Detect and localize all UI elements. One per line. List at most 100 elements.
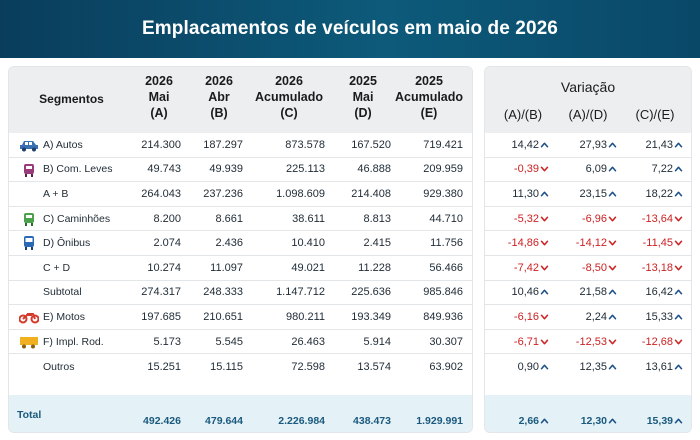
variation-cell: 13,61 — [621, 361, 683, 373]
variation-cell: -6,96 — [555, 213, 617, 225]
arrow-down-icon — [539, 262, 549, 274]
arrow-up-icon — [607, 286, 617, 298]
bus-icon — [19, 236, 39, 251]
arrow-up-icon — [607, 311, 617, 323]
variation-value: -11,45 — [642, 237, 673, 250]
total-variation-value: 2,66 — [518, 414, 539, 427]
variation-row: 14,42 27,93 21,43 — [485, 133, 691, 158]
variation-cell: -6,71 — [487, 336, 549, 348]
table-cell: 849.936 — [423, 310, 463, 323]
total-cell: 2.226.984 — [278, 414, 325, 427]
table-row: D) Ônibus 2.074 2.436 10.410 2.415 11.756 — [9, 231, 472, 256]
variation-cell: 2,24 — [555, 311, 617, 323]
column-header-line: 2025 — [415, 74, 443, 88]
column-header-line: (A) — [150, 106, 168, 120]
row-label: D) Ônibus — [43, 237, 91, 250]
variation-value: 0,90 — [517, 360, 539, 373]
arrow-down-icon — [539, 213, 549, 225]
arrow-up-icon — [539, 286, 549, 298]
arrow-up-icon — [607, 415, 617, 427]
variation-row: -7,42 -8,50 -13,18 — [485, 256, 691, 281]
variation-column-header: (C)/(E) — [635, 107, 675, 122]
total-variation-value: 15,39 — [646, 414, 673, 427]
variation-cell: 23,15 — [555, 188, 617, 200]
table-cell: 44.710 — [429, 212, 463, 225]
variation-cell: -13,64 — [621, 213, 683, 225]
total-cell: 492.426 — [143, 414, 181, 427]
variation-value: -7,42 — [513, 261, 539, 274]
column-header-line: (C) — [280, 106, 298, 120]
arrow-down-icon — [607, 336, 617, 348]
table-row: Outros 15.251 15.115 72.598 13.574 63.902 — [9, 354, 472, 379]
variation-row: -6,16 2,24 15,33 — [485, 305, 691, 330]
variation-cell: -12,68 — [621, 336, 683, 348]
table-cell: 38.611 — [292, 212, 325, 225]
row-label: Subtotal — [43, 286, 82, 299]
table-cell: 5.173 — [153, 335, 181, 348]
column-header-line: (B) — [210, 106, 228, 120]
variation-value: 15,33 — [645, 310, 673, 323]
column-header-line: Mai — [352, 90, 374, 104]
table-cell: 929.380 — [423, 187, 463, 200]
table-row: E) Motos 197.685 210.651 980.211 193.349 849.… — [9, 305, 472, 330]
main-table-panel: Segmentos 2026 Mai (A) 2026 Abr (B) 2026 Acumul… — [8, 66, 473, 433]
table-row: B) Com. Leves 49.743 49.939 225.113 46.888 20… — [9, 158, 472, 183]
table-cell: 985.846 — [423, 286, 463, 299]
table-cell: 209.959 — [423, 163, 463, 176]
variation-value: 10,46 — [511, 286, 539, 299]
main-table-header: Segmentos 2026 Mai (A) 2026 Abr (B) 2026 Acumul… — [9, 67, 472, 133]
variation-value: -12,68 — [641, 335, 673, 348]
segment-header: Segmentos — [39, 92, 104, 106]
arrow-down-icon — [673, 262, 683, 274]
table-cell: 11.097 — [210, 261, 243, 274]
variation-value: 14,42 — [511, 138, 539, 151]
arrow-down-icon — [607, 237, 617, 249]
total-cell: 1.929.991 — [416, 414, 463, 427]
variation-value: -13,64 — [641, 212, 673, 225]
column-header-line: 2026 — [275, 74, 303, 88]
arrow-up-icon — [607, 163, 617, 175]
column-header-line: Mai — [148, 90, 170, 104]
arrow-down-icon — [607, 262, 617, 274]
column-header-line: (E) — [420, 106, 438, 120]
row-label: F) Impl. Rod. — [43, 335, 104, 348]
table-cell: 193.349 — [351, 310, 391, 323]
variation-value: -6,16 — [513, 310, 539, 323]
table-cell: 15.251 — [147, 360, 181, 373]
table-cell: 8.813 — [363, 212, 391, 225]
variation-value: 21,43 — [645, 138, 673, 151]
total-variation-cell: 12,30 — [555, 415, 617, 427]
column-header-line: 2025 — [349, 74, 377, 88]
variation-value: 23,15 — [579, 187, 607, 200]
total-row: Total 492.426 479.644 2.226.984 438.473 1.92… — [9, 395, 472, 432]
arrow-up-icon — [539, 361, 549, 373]
column-header: 2026 Abr (B) — [179, 73, 259, 121]
total-variation-value: 12,30 — [580, 414, 607, 427]
table-cell: 8.661 — [215, 212, 243, 225]
variation-row: 10,46 21,58 16,42 — [485, 281, 691, 306]
truck-icon — [19, 212, 39, 226]
arrow-up-icon — [673, 361, 683, 373]
table-cell: 873.578 — [285, 138, 325, 151]
variation-value: -14,12 — [575, 237, 607, 250]
variation-cell: 15,33 — [621, 311, 683, 323]
variation-cell: -14,86 — [487, 237, 549, 249]
column-header-line: 2026 — [205, 74, 233, 88]
variation-value: -6,96 — [581, 212, 607, 225]
arrow-up-icon — [607, 188, 617, 200]
arrow-down-icon — [673, 336, 683, 348]
arrow-down-icon — [539, 163, 549, 175]
variation-row: -14,86 -14,12 -11,45 — [485, 231, 691, 256]
car-icon — [19, 138, 39, 152]
variation-value: 11,30 — [512, 187, 539, 200]
total-cell: 438.473 — [353, 414, 391, 427]
table-cell: 13.574 — [357, 360, 391, 373]
table-cell: 1.147.712 — [276, 286, 325, 299]
variation-cell: 21,58 — [555, 286, 617, 298]
row-label: E) Motos — [43, 310, 86, 323]
table-cell: 210.651 — [203, 310, 243, 323]
column-header: 2025 Mai (D) — [323, 73, 403, 121]
table-cell: 167.520 — [351, 138, 391, 151]
variation-column-header: (A)/(D) — [568, 107, 608, 122]
arrow-up-icon — [673, 188, 683, 200]
